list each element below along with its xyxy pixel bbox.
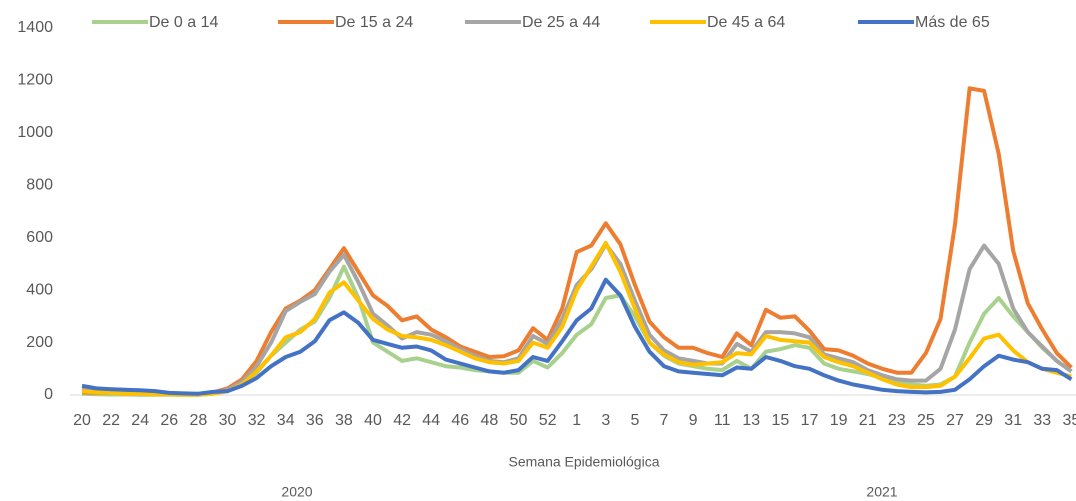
- x-tick-label: 25: [917, 412, 935, 429]
- legend-label: De 15 a 24: [335, 14, 413, 31]
- x-tick-label: 27: [946, 412, 964, 429]
- y-tick-label: 1200: [17, 72, 53, 89]
- x-tick-label: 7: [660, 412, 669, 429]
- x-tick-label: 44: [422, 412, 440, 429]
- group-label: 2021: [866, 484, 897, 500]
- x-tick-label: 5: [630, 412, 639, 429]
- x-tick-label: 36: [306, 412, 324, 429]
- x-tick-label: 15: [772, 412, 790, 429]
- y-tick-label: 200: [26, 334, 53, 351]
- series-line: [81, 241, 1072, 397]
- x-tick-label: 19: [830, 412, 848, 429]
- legend-label: De 0 a 14: [149, 14, 218, 31]
- x-tick-label: 1: [572, 412, 581, 429]
- x-tick-label: 28: [190, 412, 208, 429]
- x-tick-label: 50: [510, 412, 528, 429]
- x-tick-label: 17: [801, 412, 819, 429]
- x-axis-title: Semana Epidemiológica: [509, 454, 660, 470]
- x-tick-label: 35: [1063, 412, 1076, 429]
- x-tick-label: 40: [364, 412, 382, 429]
- x-tick-label: 30: [219, 412, 237, 429]
- x-tick-label: 21: [859, 412, 877, 429]
- x-tick-label: 34: [277, 412, 295, 429]
- x-tick-label: 38: [335, 412, 353, 429]
- x-tick-label: 32: [248, 412, 266, 429]
- group-label: 2020: [281, 484, 312, 500]
- x-tick-label: 22: [102, 412, 120, 429]
- legend-label: Más de 65: [915, 14, 990, 31]
- series-line: [81, 242, 1073, 397]
- x-tick-label: 20: [73, 412, 91, 429]
- x-tick-label: 52: [539, 412, 557, 429]
- y-tick-label: 1400: [17, 19, 53, 36]
- x-tick-label: 31: [1004, 412, 1022, 429]
- series-line: [81, 86, 1073, 397]
- y-tick-label: 1000: [17, 124, 53, 141]
- y-tick-label: 600: [26, 229, 53, 246]
- x-tick-label: 23: [888, 412, 906, 429]
- series-line: [81, 277, 1073, 396]
- legend-label: De 45 a 64: [707, 14, 785, 31]
- x-tick-label: 11: [714, 412, 731, 429]
- y-tick-label: 400: [26, 281, 53, 298]
- x-tick-label: 42: [393, 412, 411, 429]
- x-tick-label: 48: [481, 412, 499, 429]
- x-tick-label: 3: [601, 412, 610, 429]
- x-tick-label: 29: [975, 412, 993, 429]
- x-tick-label: 9: [689, 412, 698, 429]
- x-tick-label: 13: [742, 412, 760, 429]
- y-tick-label: 0: [44, 386, 53, 403]
- y-tick-label: 800: [26, 177, 53, 194]
- x-tick-label: 26: [160, 412, 178, 429]
- x-tick-label: 24: [131, 412, 149, 429]
- x-tick-label: 33: [1033, 412, 1051, 429]
- legend-label: De 25 a 44: [522, 14, 600, 31]
- x-tick-label: 46: [451, 412, 469, 429]
